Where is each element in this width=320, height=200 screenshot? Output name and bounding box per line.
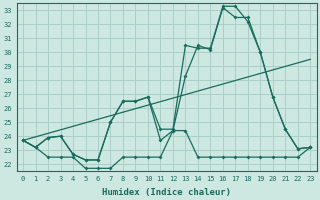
X-axis label: Humidex (Indice chaleur): Humidex (Indice chaleur) [102,188,231,197]
